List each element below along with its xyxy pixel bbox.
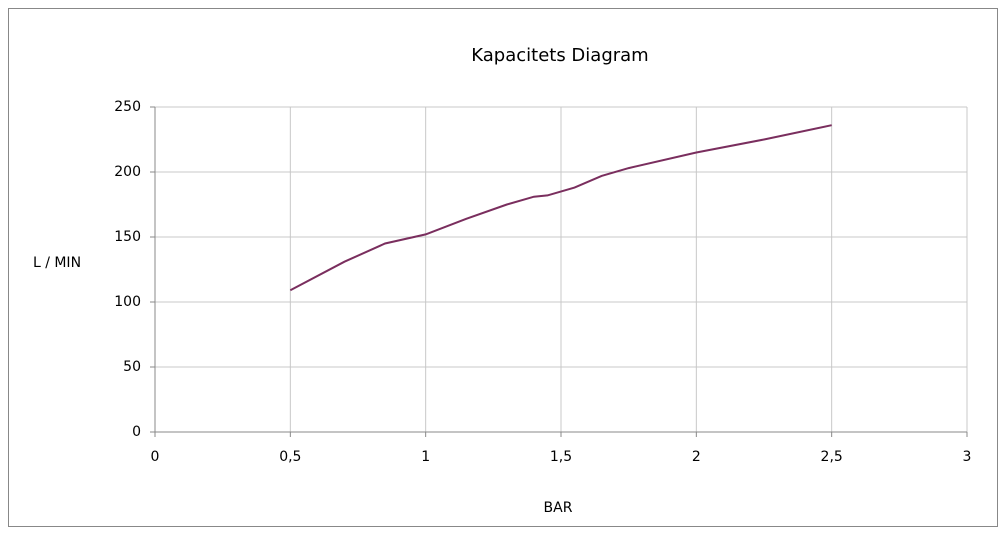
chart-border xyxy=(8,8,998,527)
x-tick-label: 2,5 xyxy=(821,449,843,465)
data-line xyxy=(289,124,832,292)
x-tick-label: 3 xyxy=(963,449,972,465)
y-axis-label: L / MIN xyxy=(33,255,81,271)
x-axis-label: BAR xyxy=(544,500,573,516)
y-tick-label: 0 xyxy=(132,424,141,440)
chart-title: Kapacitets Diagram xyxy=(471,45,648,66)
x-tick-label: 2 xyxy=(692,449,701,465)
y-tick-label: 150 xyxy=(114,229,141,245)
x-tick-label: 0 xyxy=(151,449,160,465)
x-tick-label: 1,5 xyxy=(550,449,572,465)
y-tick-label: 100 xyxy=(114,294,141,310)
y-tick-label: 50 xyxy=(123,359,141,375)
y-tick-label: 250 xyxy=(114,99,141,115)
x-tick-label: 1 xyxy=(421,449,430,465)
y-tick-label: 200 xyxy=(114,164,141,180)
x-tick-label: 0,5 xyxy=(279,449,301,465)
